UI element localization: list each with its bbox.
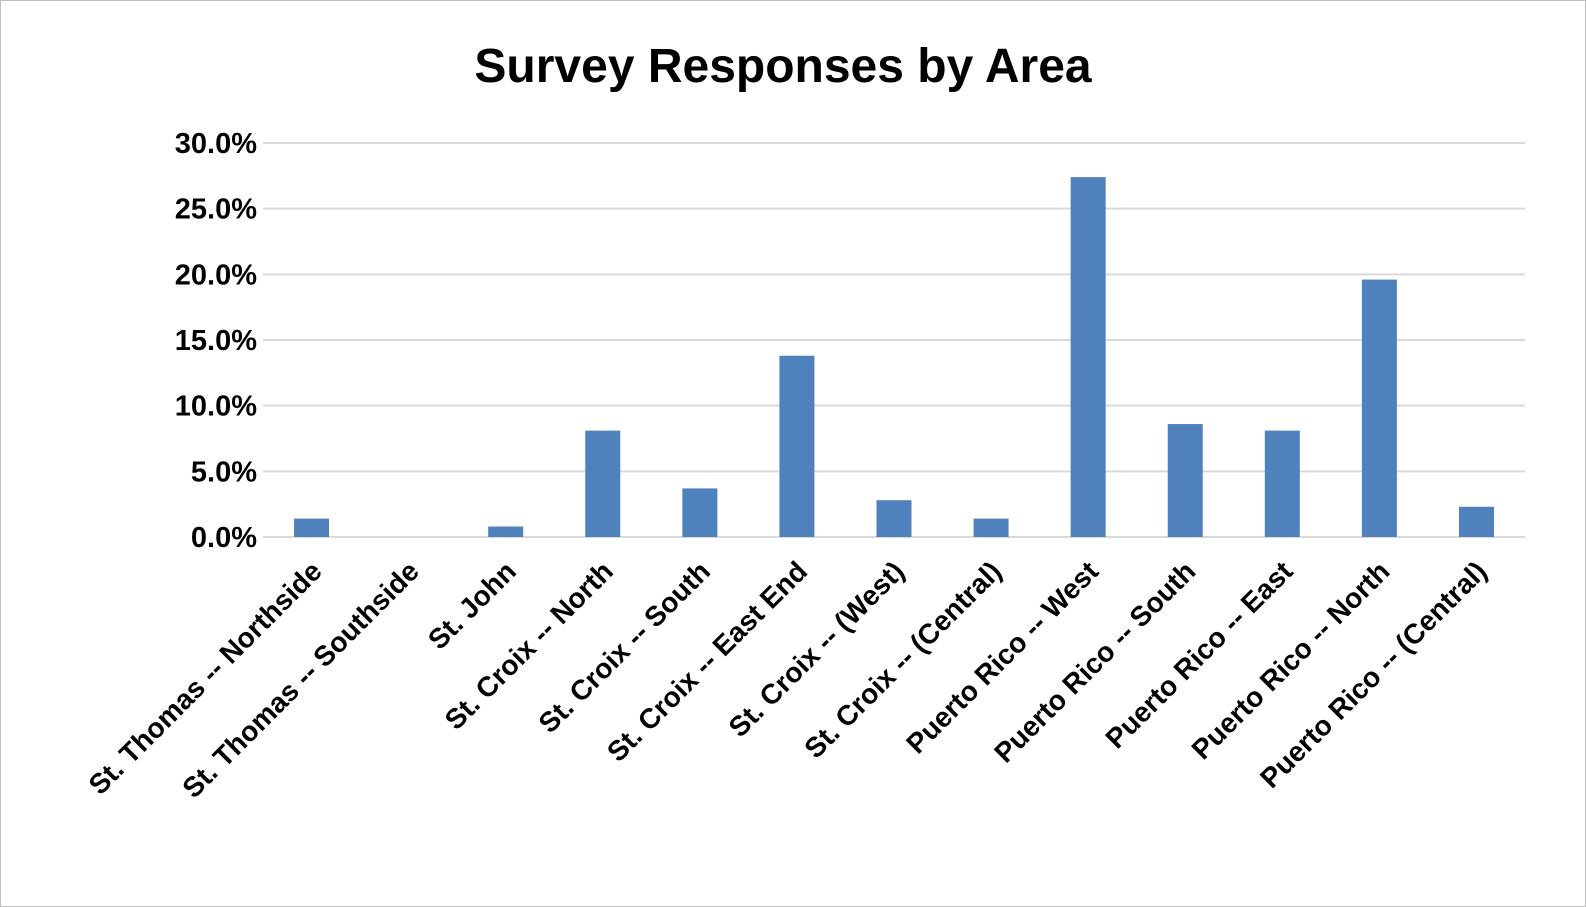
bar bbox=[1264, 430, 1300, 537]
x-category-label: Puerto Rico -- East bbox=[1100, 555, 1299, 754]
x-category-label: St. Croix -- (Central) bbox=[798, 555, 1007, 764]
bar bbox=[973, 518, 1009, 537]
bar bbox=[488, 526, 524, 537]
y-tick-label: 10.0% bbox=[175, 391, 257, 423]
bar bbox=[1070, 177, 1106, 537]
bar bbox=[294, 518, 330, 537]
bar bbox=[1458, 506, 1494, 537]
bar bbox=[779, 355, 815, 537]
chart-title: Survey Responses by Area bbox=[474, 40, 1092, 93]
y-tick-label: 30.0% bbox=[175, 128, 257, 160]
bar bbox=[1361, 279, 1397, 537]
y-tick-label: 0.0% bbox=[191, 522, 257, 554]
x-category-label: St. Croix -- South bbox=[532, 555, 716, 739]
y-tick-label: 25.0% bbox=[175, 194, 257, 226]
y-tick-label: 15.0% bbox=[175, 325, 257, 357]
x-category-label: St. John bbox=[422, 555, 522, 655]
x-category-label: Puerto Rico -- West bbox=[900, 555, 1104, 759]
bar bbox=[876, 500, 912, 537]
y-tick-label: 5.0% bbox=[191, 456, 257, 488]
x-category-label: St. Croix -- North bbox=[439, 555, 619, 735]
x-category-label: St. Croix -- (West) bbox=[723, 555, 911, 743]
bars bbox=[294, 177, 1494, 537]
bar bbox=[682, 488, 718, 537]
gridlines bbox=[263, 142, 1525, 538]
y-axis-tick-labels: 0.0% 5.0% 10.0% 15.0% 20.0% 25.0% 30.0% bbox=[175, 128, 257, 554]
y-tick-label: 20.0% bbox=[175, 259, 257, 291]
x-category-label: Puerto Rico -- North bbox=[1186, 555, 1396, 765]
bar bbox=[1167, 424, 1203, 537]
bar bbox=[585, 430, 621, 537]
